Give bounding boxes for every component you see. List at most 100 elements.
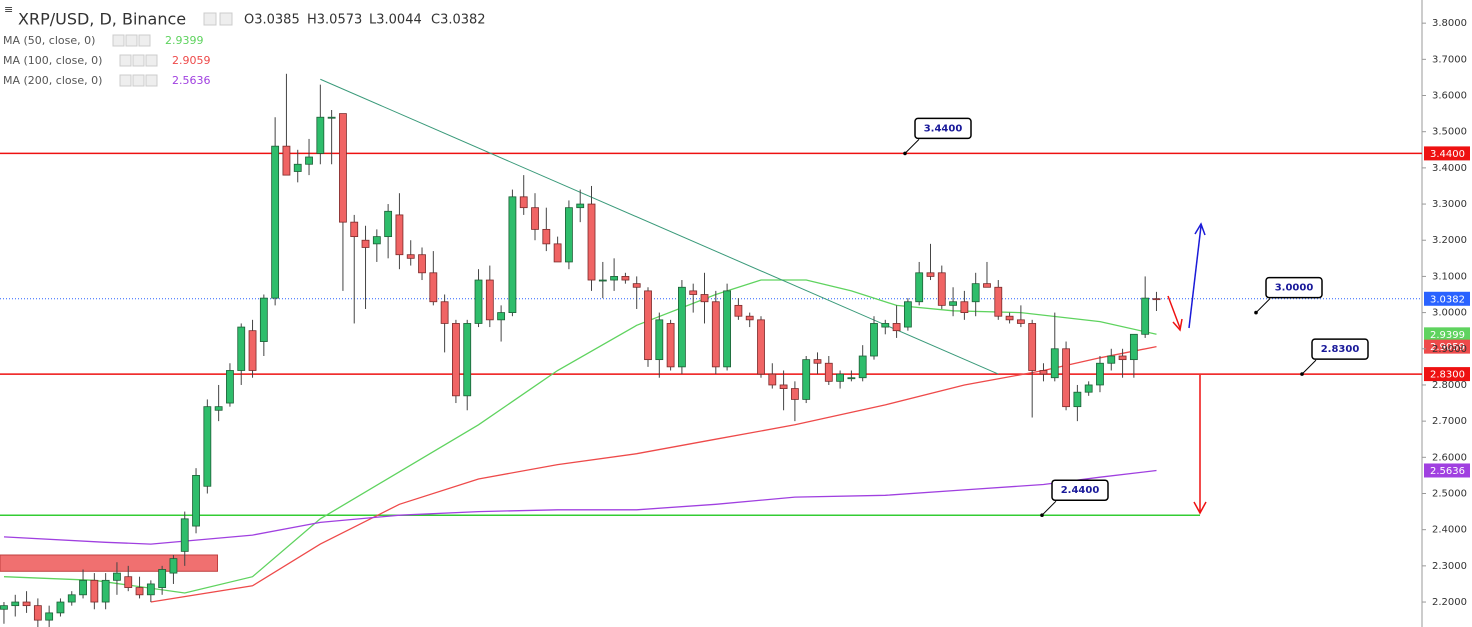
- candle-body: [101, 579, 110, 603]
- candle-body: [463, 323, 472, 397]
- candle-body: [610, 276, 619, 281]
- arrow-head: [1172, 318, 1183, 332]
- level-callout-box: [1051, 479, 1109, 501]
- candle-body: [700, 294, 709, 303]
- candle-body: [621, 276, 630, 281]
- candle-body: [836, 373, 844, 382]
- candle-body: [587, 203, 596, 281]
- candle-body: [632, 283, 641, 288]
- ma-legend-value: 2.9399: [165, 34, 204, 47]
- ohlc-value: C3.0382: [431, 13, 486, 28]
- candle-body: [576, 203, 585, 209]
- candle-body: [553, 243, 562, 263]
- ma-badge-label: 2.5636: [1430, 466, 1465, 477]
- candle-body: [937, 272, 946, 306]
- candle-body: [124, 576, 133, 588]
- candle-body: [56, 601, 65, 614]
- candle-body: [474, 279, 483, 324]
- candle-body: [406, 254, 415, 259]
- legend: ≡ XRP/USD, D, Binance: [4, 3, 233, 29]
- candle-body: [11, 601, 20, 607]
- moving-average: [150, 345, 1157, 603]
- candle-body: [22, 601, 31, 607]
- candle-body: [1118, 355, 1127, 361]
- candle-body: [971, 283, 980, 303]
- level-badge-label: 3.4400: [1430, 149, 1465, 160]
- candle-body: [361, 239, 370, 248]
- candle-body: [293, 163, 302, 172]
- ma-badge-label: 2.9059: [1430, 342, 1465, 353]
- candle-body: [395, 214, 404, 256]
- level-badge-label: 2.8300: [1430, 370, 1465, 381]
- last-price-badge-label: 3.0382: [1430, 294, 1465, 305]
- level-callout-pointer: [1301, 359, 1317, 375]
- candle-body: [429, 272, 438, 303]
- candle-body: [192, 475, 200, 527]
- level-callout-label: 2.4400: [1061, 485, 1100, 496]
- candle-body: [960, 301, 969, 313]
- candle-body: [1050, 348, 1059, 379]
- y-tick-label: 2.7000: [1432, 416, 1467, 427]
- y-tick-label: 3.5000: [1432, 127, 1467, 138]
- candle-body: [214, 406, 223, 411]
- candle-body: [847, 377, 856, 380]
- candle-body: [1096, 362, 1104, 386]
- arrow: [1167, 295, 1181, 329]
- y-tick-label: 2.9000: [1432, 344, 1467, 355]
- candle-body: [271, 145, 280, 299]
- candle-body: [858, 355, 867, 379]
- candle-body: [531, 207, 539, 230]
- icon: [132, 74, 145, 87]
- y-tick-label: 2.4000: [1432, 525, 1467, 536]
- candle-body: [1062, 348, 1070, 408]
- ma-badge: [1424, 327, 1470, 342]
- ma-badge: [1424, 463, 1470, 478]
- candle-body: [768, 373, 777, 386]
- candle-body: [135, 587, 144, 596]
- y-tick-label: 3.2000: [1432, 235, 1467, 246]
- level-callout-anchor: [903, 151, 907, 156]
- candle-body: [1016, 319, 1025, 324]
- ohlc-value: H3.0573: [307, 13, 362, 28]
- icon: [138, 34, 151, 47]
- y-tick-label: 3.0000: [1432, 308, 1467, 319]
- candle-body: [1129, 333, 1138, 361]
- candle-body: [745, 315, 754, 321]
- icon: [145, 54, 158, 67]
- candle-body: [949, 301, 957, 306]
- y-tick-label: 3.7000: [1432, 54, 1467, 65]
- candle-body: [259, 297, 268, 342]
- candle-body: [316, 116, 325, 154]
- candle-body: [1028, 323, 1037, 371]
- candle-body: [0, 605, 8, 610]
- candle-body: [994, 286, 1003, 317]
- candle-body: [90, 579, 99, 603]
- level-badge: [1424, 367, 1470, 382]
- ma-legend-name: MA (200, close, 0): [3, 74, 102, 87]
- candle-body: [926, 272, 935, 277]
- candle-body: [1005, 315, 1014, 321]
- level-callout-anchor: [1040, 513, 1044, 518]
- candle-body: [113, 572, 121, 581]
- candle-body: [339, 113, 347, 223]
- candle-body: [802, 359, 811, 400]
- icon: [119, 54, 132, 67]
- last-price-badge: [1424, 291, 1470, 306]
- candle-body: [305, 156, 313, 165]
- level-callout-label: 2.8300: [1321, 344, 1360, 355]
- y-tick-label: 2.2000: [1432, 597, 1467, 608]
- icon: [112, 34, 125, 47]
- candle-body: [158, 569, 167, 588]
- candle-body: [418, 254, 426, 274]
- candle-body: [689, 290, 698, 295]
- candle-body: [372, 236, 381, 245]
- arrows: [1167, 222, 1207, 515]
- y-tick-label: 3.3000: [1432, 199, 1467, 210]
- y-tick-label: 3.1000: [1432, 271, 1467, 282]
- candle-body: [1152, 298, 1161, 301]
- y-tick-label: 3.4000: [1432, 163, 1467, 174]
- candle-body: [226, 370, 234, 404]
- candle-body: [203, 406, 212, 487]
- menu-icon: ≡: [4, 3, 13, 16]
- candle-body: [79, 579, 87, 596]
